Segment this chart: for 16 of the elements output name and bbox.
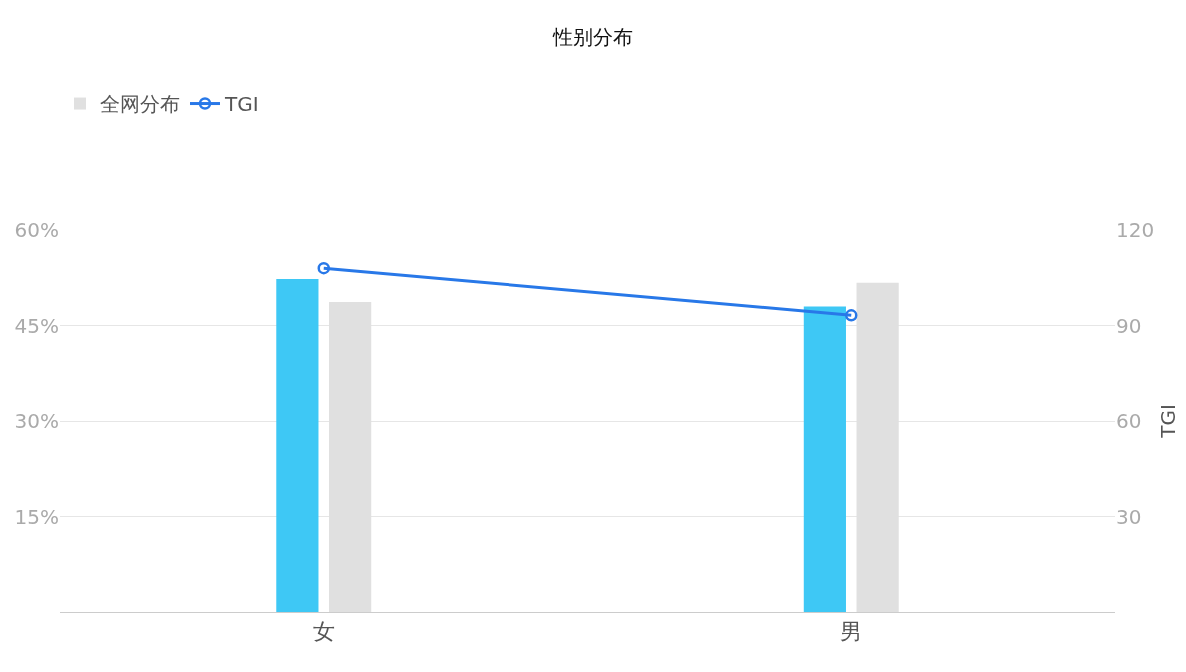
y2-axis-title: TGI <box>1156 404 1180 439</box>
y2-tick-label: 30 <box>1116 504 1142 529</box>
y-tick-label: 15% <box>14 504 59 529</box>
bar <box>276 279 319 612</box>
x-tick-label: 女 <box>312 619 335 645</box>
bar <box>803 306 846 612</box>
chart-title: 性别分布 <box>552 25 633 50</box>
legend-label: TGI <box>224 92 259 117</box>
x-tick-label: 男 <box>840 619 863 645</box>
legend-label: 全网分布 <box>100 92 180 117</box>
y2-tick-label: 120 <box>1116 218 1155 242</box>
y2-tick-label: 60 <box>1116 409 1142 433</box>
y-tick-label: 30% <box>14 409 59 433</box>
y-tick-label: 45% <box>14 313 59 338</box>
y-tick-label: 60% <box>14 218 59 242</box>
y2-tick-label: 90 <box>1116 313 1142 338</box>
